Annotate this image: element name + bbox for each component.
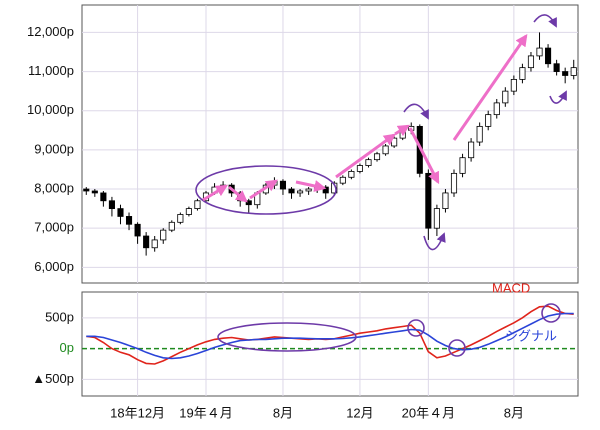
candle-body — [237, 192, 244, 202]
candle-body — [314, 186, 321, 190]
candle-body — [279, 180, 287, 190]
series-label: シグナル — [505, 328, 557, 343]
y-tick-label: 12,000p — [27, 24, 74, 39]
candle-body — [459, 157, 466, 174]
candle-body — [391, 137, 398, 147]
price-frame — [81, 4, 579, 284]
candle-body — [297, 190, 304, 194]
candle-body — [177, 214, 184, 223]
candle-body — [100, 192, 107, 202]
candle-body — [382, 145, 389, 155]
candle-body — [356, 165, 363, 172]
x-tick-label: 18年12月 — [110, 405, 165, 420]
candle-body — [220, 184, 227, 188]
candle-body — [134, 223, 141, 237]
candle-body — [211, 186, 218, 194]
y-tick-label: 9,000p — [34, 141, 74, 156]
candle-body — [570, 67, 577, 76]
candle-body — [416, 125, 423, 174]
candle-body — [185, 208, 192, 215]
x-tick-label: 19年４月 — [179, 405, 232, 420]
candle-body — [160, 229, 167, 241]
y-tick-label: 500p — [45, 309, 74, 324]
candle-body — [468, 141, 475, 159]
candle-body — [228, 184, 235, 194]
candle-body — [168, 221, 175, 231]
candle-body — [536, 47, 543, 57]
candle-body — [288, 188, 295, 194]
candle-body — [83, 188, 90, 192]
candle-body — [493, 102, 500, 116]
candle-body — [510, 78, 517, 92]
candle-body — [108, 200, 115, 210]
candle-body — [527, 55, 535, 69]
y-tick-label: 6,000p — [34, 259, 74, 274]
series-line — [86, 312, 574, 360]
candle-body — [322, 186, 329, 194]
candle-body — [271, 180, 278, 186]
candle-body — [262, 184, 269, 194]
candle-body — [450, 172, 458, 194]
candle-body — [545, 47, 552, 65]
candle-body — [331, 182, 338, 194]
x-tick-label: 8月 — [273, 405, 293, 420]
candle-body — [476, 125, 483, 143]
candle-body — [348, 171, 355, 178]
y-tick-label: ▲500p — [32, 371, 74, 386]
candle-body — [365, 159, 372, 166]
y-tick-label: 7,000p — [34, 220, 74, 235]
candle-body — [373, 153, 381, 161]
candle-body — [408, 125, 415, 131]
candle-body — [425, 172, 432, 229]
candle-body — [202, 192, 210, 202]
y-tick-label: 0p — [60, 340, 74, 355]
candle-body — [305, 188, 312, 192]
x-tick-label: 12月 — [346, 405, 373, 420]
series-line — [86, 305, 574, 365]
candle-body — [399, 129, 406, 139]
x-tick-label: 20年４月 — [402, 405, 455, 420]
candle-body — [519, 67, 526, 80]
candle-body — [245, 200, 252, 206]
candle-body — [442, 192, 449, 210]
candle-body — [433, 208, 440, 229]
candle-body — [143, 235, 150, 249]
candle-body — [117, 208, 124, 217]
candle-body — [485, 114, 492, 127]
x-tick-label: 8月 — [504, 405, 524, 420]
candle-body — [151, 239, 158, 249]
y-tick-label: 8,000p — [34, 180, 74, 195]
candle-body — [125, 216, 133, 225]
candle-body — [254, 192, 261, 206]
macd-frame — [81, 291, 579, 397]
candle-body — [194, 200, 201, 210]
candle-body — [339, 176, 346, 184]
candle-body — [562, 71, 569, 76]
y-tick-label: 11,000p — [28, 63, 74, 78]
candle-body — [553, 63, 560, 72]
candle-body — [91, 190, 98, 194]
candle-body — [502, 90, 509, 104]
y-tick-label: 10,000p — [27, 102, 74, 117]
series-label: MACD — [492, 280, 530, 295]
